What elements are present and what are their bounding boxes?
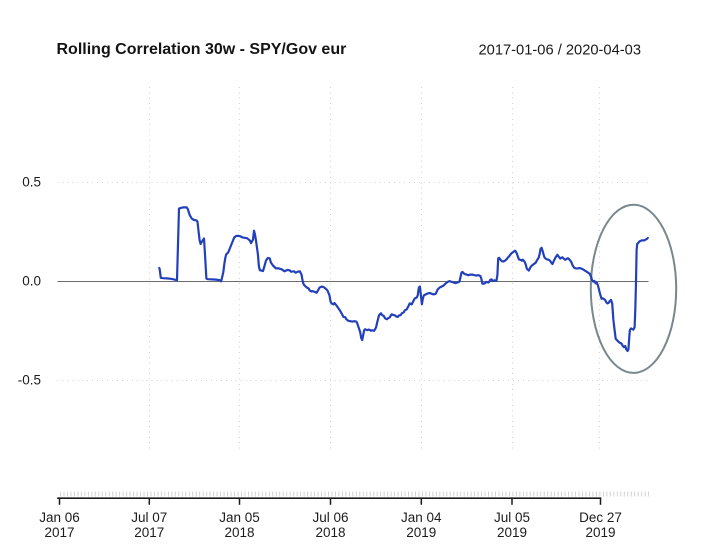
svg-text:Jul 07: Jul 07 xyxy=(131,510,167,525)
svg-text:Rolling Correlation 30w - SPY/: Rolling Correlation 30w - SPY/Gov eur xyxy=(57,41,347,58)
svg-text:2018: 2018 xyxy=(315,525,345,540)
svg-text:2017: 2017 xyxy=(134,525,164,540)
svg-text:Jan 06: Jan 06 xyxy=(39,510,80,525)
svg-text:-0.5: -0.5 xyxy=(18,372,41,387)
svg-text:2019: 2019 xyxy=(585,525,615,540)
svg-text:Jan 05: Jan 05 xyxy=(219,510,260,525)
svg-text:2017: 2017 xyxy=(44,525,74,540)
svg-text:Jan 04: Jan 04 xyxy=(401,510,442,525)
svg-text:Dec 27: Dec 27 xyxy=(579,510,622,525)
svg-text:Jul 05: Jul 05 xyxy=(494,510,530,525)
svg-text:2018: 2018 xyxy=(224,525,254,540)
svg-text:2019: 2019 xyxy=(497,525,527,540)
svg-text:Jul 06: Jul 06 xyxy=(312,510,348,525)
svg-text:2017-01-06 / 2020-04-03: 2017-01-06 / 2020-04-03 xyxy=(478,43,641,59)
svg-text:2019: 2019 xyxy=(406,525,436,540)
svg-text:0.5: 0.5 xyxy=(22,174,41,189)
svg-text:0.0: 0.0 xyxy=(22,273,41,288)
